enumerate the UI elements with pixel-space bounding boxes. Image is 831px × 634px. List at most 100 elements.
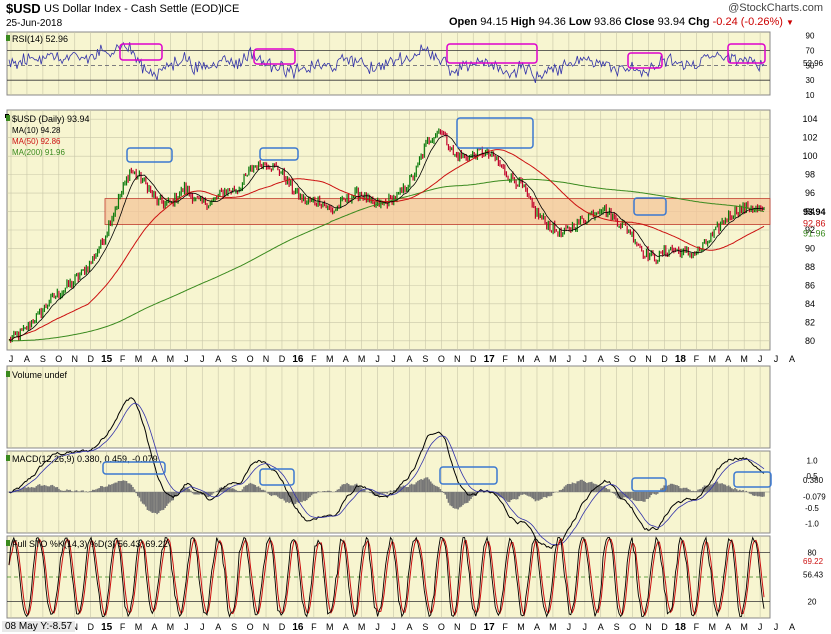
x-tick-label: J bbox=[774, 354, 779, 364]
x-tick-label: M bbox=[358, 622, 366, 632]
x-tick-label: A bbox=[215, 622, 221, 632]
macd-hist-right-label: -0.079 bbox=[803, 492, 826, 501]
y-tick-label: 104 bbox=[802, 114, 817, 124]
x-tick-label: A bbox=[725, 354, 731, 364]
y-tick-label: 90 bbox=[805, 243, 815, 253]
sto-k-line bbox=[8, 535, 765, 618]
symbol-label: $USD bbox=[6, 1, 41, 16]
instrument-name: US Dollar Index - Cash Settle (EOD) bbox=[44, 3, 222, 15]
legend-ma50: MA(50) 92.86 bbox=[12, 137, 61, 146]
x-tick-label: S bbox=[614, 354, 620, 364]
y-tick-label: 102 bbox=[802, 133, 817, 143]
x-tick-label: M bbox=[326, 354, 334, 364]
x-tick-label: J bbox=[375, 622, 380, 632]
x-tick-label: N bbox=[263, 354, 270, 364]
panel-toggle-icon bbox=[6, 115, 10, 121]
x-tick-label: F bbox=[694, 354, 700, 364]
x-tick-label: N bbox=[645, 622, 652, 632]
open-value: 94.15 bbox=[480, 16, 508, 28]
x-tick-label: O bbox=[247, 354, 254, 364]
panel-toggle-icon bbox=[6, 35, 10, 41]
rsi-tick-label: 30 bbox=[806, 76, 815, 85]
x-tick-label: 15 bbox=[101, 622, 113, 633]
x-tick-label: N bbox=[645, 354, 652, 364]
y-tick-label: 88 bbox=[805, 262, 815, 272]
price-right-label: 93.94 bbox=[803, 207, 826, 217]
x-tick-label: O bbox=[247, 622, 254, 632]
x-tick-label: D bbox=[87, 622, 94, 632]
low-value: 93.86 bbox=[593, 16, 622, 28]
x-tick-label: A bbox=[406, 354, 412, 364]
y-tick-label: 100 bbox=[802, 151, 817, 161]
ma10-line bbox=[8, 134, 765, 341]
x-tick-label: J bbox=[184, 354, 189, 364]
x-tick-label: N bbox=[263, 622, 270, 632]
macd-annotation-box bbox=[259, 468, 295, 486]
x-tick-label: O bbox=[629, 354, 636, 364]
x-tick-label: M bbox=[709, 622, 717, 632]
x-tick-label: F bbox=[120, 622, 126, 632]
macd-title: MACD(12,26,9) 0.380, 0.459, -0.079 bbox=[12, 454, 158, 464]
brand-label[interactable]: @StockCharts.com bbox=[728, 2, 823, 14]
macd-annotation-box bbox=[631, 477, 667, 492]
x-tick-label: A bbox=[534, 622, 540, 632]
price-right-label: 92.86 bbox=[803, 219, 826, 229]
x-tick-label: J bbox=[391, 622, 396, 632]
x-tick-label: A bbox=[406, 622, 412, 632]
x-tick-label: 18 bbox=[675, 622, 687, 633]
macd-annotation-box bbox=[439, 466, 498, 485]
x-tick-label: S bbox=[614, 622, 620, 632]
x-tick-label: 16 bbox=[292, 622, 304, 633]
x-tick-label: A bbox=[598, 622, 604, 632]
x-tick-label: M bbox=[549, 622, 557, 632]
x-tick-label: M bbox=[167, 354, 175, 364]
chg-label: Chg bbox=[688, 16, 710, 28]
sto-d-right-label: 69.22 bbox=[803, 557, 824, 566]
sto-k-right-label: 56.43 bbox=[803, 571, 824, 580]
y-tick-label: 98 bbox=[805, 170, 815, 180]
x-tick-label: F bbox=[311, 354, 317, 364]
x-tick-label: F bbox=[311, 622, 317, 632]
x-tick-label: M bbox=[517, 354, 525, 364]
sto-d-line bbox=[8, 537, 765, 617]
rsi-annotation-box bbox=[119, 43, 163, 61]
y-tick-label: 84 bbox=[805, 299, 815, 309]
macd-annotation-box bbox=[102, 461, 166, 475]
panel-toggle-icon bbox=[6, 540, 10, 546]
x-tick-label: J bbox=[567, 354, 572, 364]
x-tick-label: O bbox=[629, 622, 636, 632]
sto-title: Full STO %K(14,3) %D(3) 56.43, 69.22 bbox=[12, 539, 168, 549]
x-tick-label: F bbox=[502, 622, 508, 632]
x-tick-label: J bbox=[774, 622, 779, 632]
x-tick-label: M bbox=[549, 354, 557, 364]
ma50-line bbox=[8, 149, 765, 342]
x-tick-label: A bbox=[215, 354, 221, 364]
x-tick-label: M bbox=[135, 354, 143, 364]
legend-ma200: MA(200) 91.96 bbox=[12, 148, 65, 157]
rsi-annotation-box bbox=[446, 43, 538, 64]
x-tick-label: N bbox=[454, 622, 461, 632]
x-tick-label: J bbox=[583, 622, 588, 632]
macd-right-label: 0.380 bbox=[803, 476, 824, 485]
rsi-annotation-box bbox=[627, 52, 663, 69]
x-tick-label: A bbox=[24, 354, 30, 364]
low-label: Low bbox=[568, 16, 591, 28]
rsi-tick-label: 50 bbox=[806, 61, 815, 70]
x-tick-label: A bbox=[534, 354, 540, 364]
rsi-line bbox=[8, 41, 765, 84]
high-label: High bbox=[510, 16, 536, 28]
date-label: 25-Jun-2018 bbox=[6, 18, 63, 29]
x-tick-label: D bbox=[279, 622, 286, 632]
chg-value: -0.24 (-0.26%) bbox=[712, 16, 783, 28]
x-tick-label: 15 bbox=[101, 354, 113, 365]
x-tick-label: M bbox=[326, 622, 334, 632]
rsi-title: RSI(14) 52.96 bbox=[12, 34, 68, 44]
y-tick-label: 86 bbox=[805, 280, 815, 290]
ohlc-readout: Open 94.15 High 94.36 Low 93.86 Close 93… bbox=[449, 16, 794, 28]
annotation-box bbox=[126, 147, 173, 163]
x-tick-label: J bbox=[758, 354, 763, 364]
x-tick-label: S bbox=[422, 622, 428, 632]
x-tick-label: A bbox=[598, 354, 604, 364]
x-tick-label: D bbox=[87, 354, 94, 364]
